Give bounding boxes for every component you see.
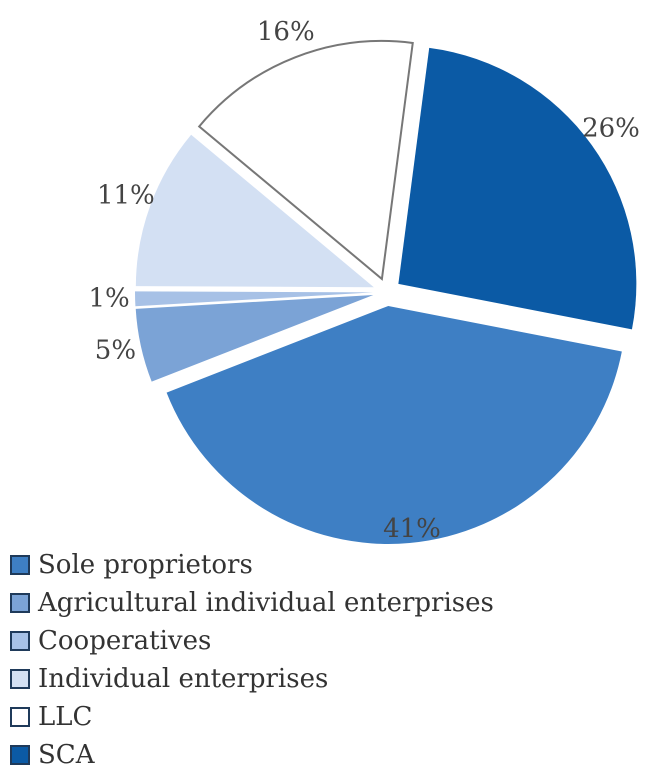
legend-swatch xyxy=(10,745,30,765)
pie-chart: 26% 41% 5% 1% 11% 16% xyxy=(88,17,640,544)
legend-swatch xyxy=(10,631,30,651)
pie-slice-individual-enterprises xyxy=(135,134,374,288)
pie-slice-agricultural-individual-enterprises xyxy=(135,294,374,382)
slice-label-sole-proprietors: 41% xyxy=(383,514,441,544)
legend-label: Individual enterprises xyxy=(38,664,329,694)
pie-slice-cooperatives xyxy=(135,291,374,307)
legend-swatch xyxy=(10,555,30,575)
slice-label-sca: 26% xyxy=(582,114,640,144)
legend-label: LLC xyxy=(38,702,93,732)
slice-label-llc: 16% xyxy=(257,17,315,47)
legend-label: Cooperatives xyxy=(38,626,212,656)
pie-slice-sole-proprietors xyxy=(166,305,622,544)
slice-label-agricultural-individual-enterprises: 5% xyxy=(95,335,136,365)
slice-label-cooperatives: 1% xyxy=(88,284,129,314)
legend-item-sca: SCA xyxy=(10,736,494,774)
slice-label-individual-enterprises: 11% xyxy=(97,181,155,211)
legend-swatch xyxy=(10,669,30,689)
legend-item-cooperatives: Cooperatives xyxy=(10,622,494,660)
legend-swatch xyxy=(10,707,30,727)
legend-item-individual-enterprises: Individual enterprises xyxy=(10,660,494,698)
legend-label: Agricultural individual enterprises xyxy=(38,588,494,618)
pie-slice-llc xyxy=(197,40,414,281)
legend-swatch xyxy=(10,593,30,613)
legend-item-sole-proprietors: Sole proprietors xyxy=(10,546,494,584)
pie-slice-sca xyxy=(398,47,637,330)
legend: Sole proprietors Agricultural individual … xyxy=(10,546,494,774)
legend-label: Sole proprietors xyxy=(38,550,253,580)
legend-item-agricultural-individual-enterprises: Agricultural individual enterprises xyxy=(10,584,494,622)
legend-label: SCA xyxy=(38,740,95,770)
legend-item-llc: LLC xyxy=(10,698,494,736)
